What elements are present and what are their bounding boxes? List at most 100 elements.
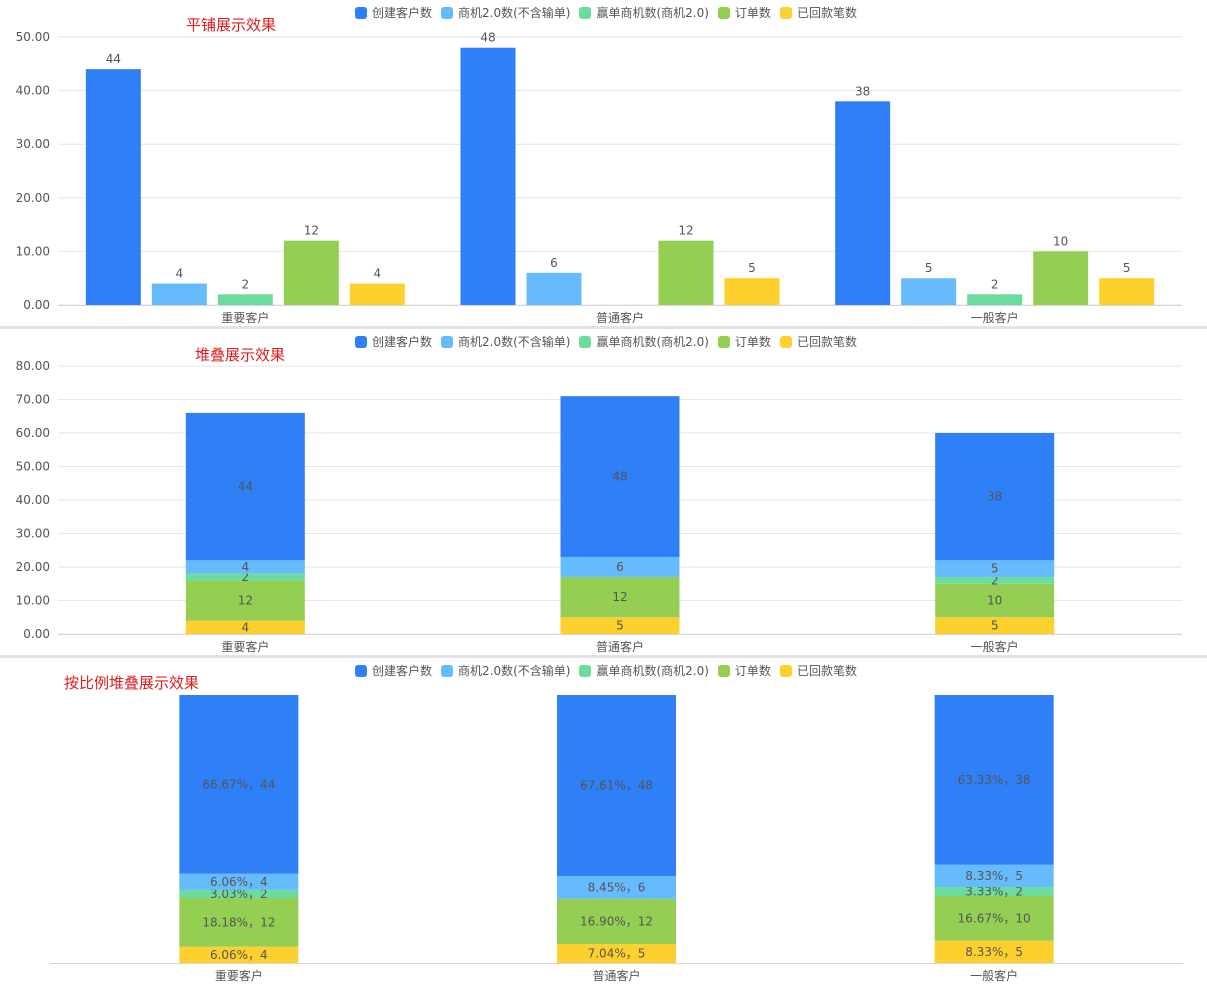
segment-label: 44 <box>238 480 253 494</box>
chart-title: 堆叠展示效果 <box>195 346 286 364</box>
bar-segment-created-customers <box>935 433 1055 561</box>
y-tick-label: 70.00 <box>16 393 50 407</box>
legend-item-created-customers[interactable]: 创建客户数 <box>355 662 432 679</box>
y-tick-label: 50.00 <box>16 460 50 474</box>
data-label: 12 <box>304 224 319 238</box>
legend-item-won-opportunities[interactable]: 赢单商机数(商机2.0) <box>579 4 709 21</box>
data-label: 12 <box>678 224 693 238</box>
legend-label: 订单数 <box>734 335 771 349</box>
legend-item-won-opportunities[interactable]: 赢单商机数(商机2.0) <box>579 333 709 350</box>
stacked-bar-chart: 0.00 10.00 20.00 30.00 40.00 50.00 60.00 70.00 8… <box>16 359 1182 654</box>
bar-created-customers <box>835 101 891 305</box>
segment-label: 3.33%，2 <box>965 885 1023 899</box>
bar-orders <box>1033 251 1089 305</box>
chart-legend: 创建客户数 商机2.0数(不含输单) 赢单商机数(商机2.0) 订单数 已回款笔… <box>355 4 866 21</box>
segment-label: 38 <box>987 490 1002 504</box>
bar-segment-created-customers <box>934 695 1054 865</box>
bar-orders <box>283 240 339 305</box>
data-label: 2 <box>991 277 999 291</box>
legend-swatch <box>441 335 454 348</box>
y-tick-label: 20.00 <box>16 560 50 574</box>
segment-label: 4 <box>242 560 250 574</box>
legend-item-won-opportunities[interactable]: 赢单商机数(商机2.0) <box>579 662 709 679</box>
panel-divider <box>0 326 1207 329</box>
legend-swatch <box>779 335 792 348</box>
legend-item-created-customers[interactable]: 创建客户数 <box>355 333 432 350</box>
data-label: 10 <box>1053 234 1068 248</box>
segment-label: 5 <box>991 562 999 576</box>
legend-swatch <box>717 335 730 348</box>
bar-segment-orders <box>179 898 299 947</box>
legend-label: 已回款笔数 <box>796 335 857 349</box>
data-label: 48 <box>480 31 495 45</box>
data-label: 38 <box>855 84 870 98</box>
segment-label: 67.61%，48 <box>580 779 653 793</box>
legend-item-opportunities[interactable]: 商机2.0数(不含输单) <box>441 662 570 679</box>
bar-segment-created-customers <box>560 396 680 557</box>
bar-segment-payments <box>557 944 676 963</box>
x-tick-label: 一般客户 <box>971 639 1019 654</box>
stacked-bar-panel: 堆叠展示效果 创建客户数 商机2.0数(不含输单) 赢单商机数(商机2.0) 订… <box>0 329 1207 655</box>
x-tick-label: 普通客户 <box>596 310 644 325</box>
y-tick-label: 80.00 <box>16 359 50 373</box>
grouped-bar-chart: 0.00 10.00 20.00 30.00 40.00 50.00 重要客户 普通客户 一般客… <box>16 30 1182 325</box>
bar-segment-orders <box>560 577 680 618</box>
chart-legend: 创建客户数 商机2.0数(不含输单) 赢单商机数(商机2.0) 订单数 已回款笔… <box>355 333 866 350</box>
legend-label: 赢单商机数(商机2.0) <box>596 664 709 678</box>
segment-label: 10 <box>987 594 1002 608</box>
bar-won-opportunities <box>967 294 1023 305</box>
x-tick-label: 重要客户 <box>221 639 269 654</box>
bar-opportunities <box>526 272 582 305</box>
y-tick-label: 0.00 <box>23 627 50 641</box>
legend-item-orders[interactable]: 订单数 <box>717 662 771 679</box>
data-label: 2 <box>242 277 250 291</box>
segment-label: 16.67%，10 <box>958 911 1031 925</box>
legend-item-created-customers[interactable]: 创建客户数 <box>355 4 432 21</box>
chart-legend: 创建客户数 商机2.0数(不含输单) 赢单商机数(商机2.0) 订单数 已回款笔… <box>355 662 866 679</box>
bar-orders <box>658 240 714 305</box>
grouped-bar-panel: 平铺展示效果 创建客户数 商机2.0数(不含输单) 赢单商机数(商机2.0) 订… <box>0 0 1207 326</box>
data-label: 4 <box>176 267 184 281</box>
legend-item-opportunities[interactable]: 商机2.0数(不含输单) <box>441 333 570 350</box>
x-tick-label: 普通客户 <box>596 639 644 654</box>
segment-label: 66.67%，44 <box>202 777 275 791</box>
legend-item-payments[interactable]: 已回款笔数 <box>779 4 857 21</box>
legend-label: 赢单商机数(商机2.0) <box>596 6 709 20</box>
segment-label: 12 <box>612 590 627 604</box>
x-tick-label: 重要客户 <box>215 968 263 983</box>
y-tick-label: 50.00 <box>16 30 50 44</box>
x-tick-label: 一般客户 <box>971 310 1019 325</box>
legend-item-opportunities[interactable]: 商机2.0数(不含输单) <box>441 4 570 21</box>
legend-item-orders[interactable]: 订单数 <box>717 4 771 21</box>
bar-segment-payments <box>179 946 299 963</box>
legend-item-orders[interactable]: 订单数 <box>717 333 771 350</box>
segment-label: 2 <box>242 570 250 584</box>
y-tick-label: 30.00 <box>16 527 50 541</box>
legend-label: 商机2.0数(不含输单) <box>458 664 571 678</box>
bar-segment-opportunities <box>935 560 1055 578</box>
bar-segment-payments <box>935 617 1055 634</box>
legend-item-payments[interactable]: 已回款笔数 <box>779 662 857 679</box>
x-tick-label: 重要客户 <box>221 310 269 325</box>
data-label: 6 <box>550 256 558 270</box>
bar-segment-opportunities <box>557 876 676 899</box>
legend-label: 订单数 <box>734 664 771 678</box>
y-tick-label: 40.00 <box>16 84 50 98</box>
legend-label: 创建客户数 <box>372 335 433 349</box>
legend-label: 商机2.0数(不含输单) <box>458 335 571 349</box>
bar-segment-opportunities <box>179 873 299 890</box>
legend-swatch <box>579 6 592 19</box>
bar-segment-created-customers <box>179 695 299 874</box>
segment-label: 7.04%，5 <box>588 947 646 961</box>
x-tick-label: 一般客户 <box>970 968 1018 983</box>
bar-opportunities <box>151 283 207 305</box>
x-tick-label: 普通客户 <box>592 968 640 983</box>
bar-segment-orders <box>557 898 676 945</box>
y-tick-label: 60.00 <box>16 426 50 440</box>
segment-label: 8.45%，6 <box>588 881 646 895</box>
bar-segment-created-customers <box>557 695 676 877</box>
legend-swatch <box>441 664 454 677</box>
y-tick-label: 20.00 <box>16 191 50 205</box>
data-label: 5 <box>748 261 756 275</box>
legend-item-payments[interactable]: 已回款笔数 <box>779 333 857 350</box>
